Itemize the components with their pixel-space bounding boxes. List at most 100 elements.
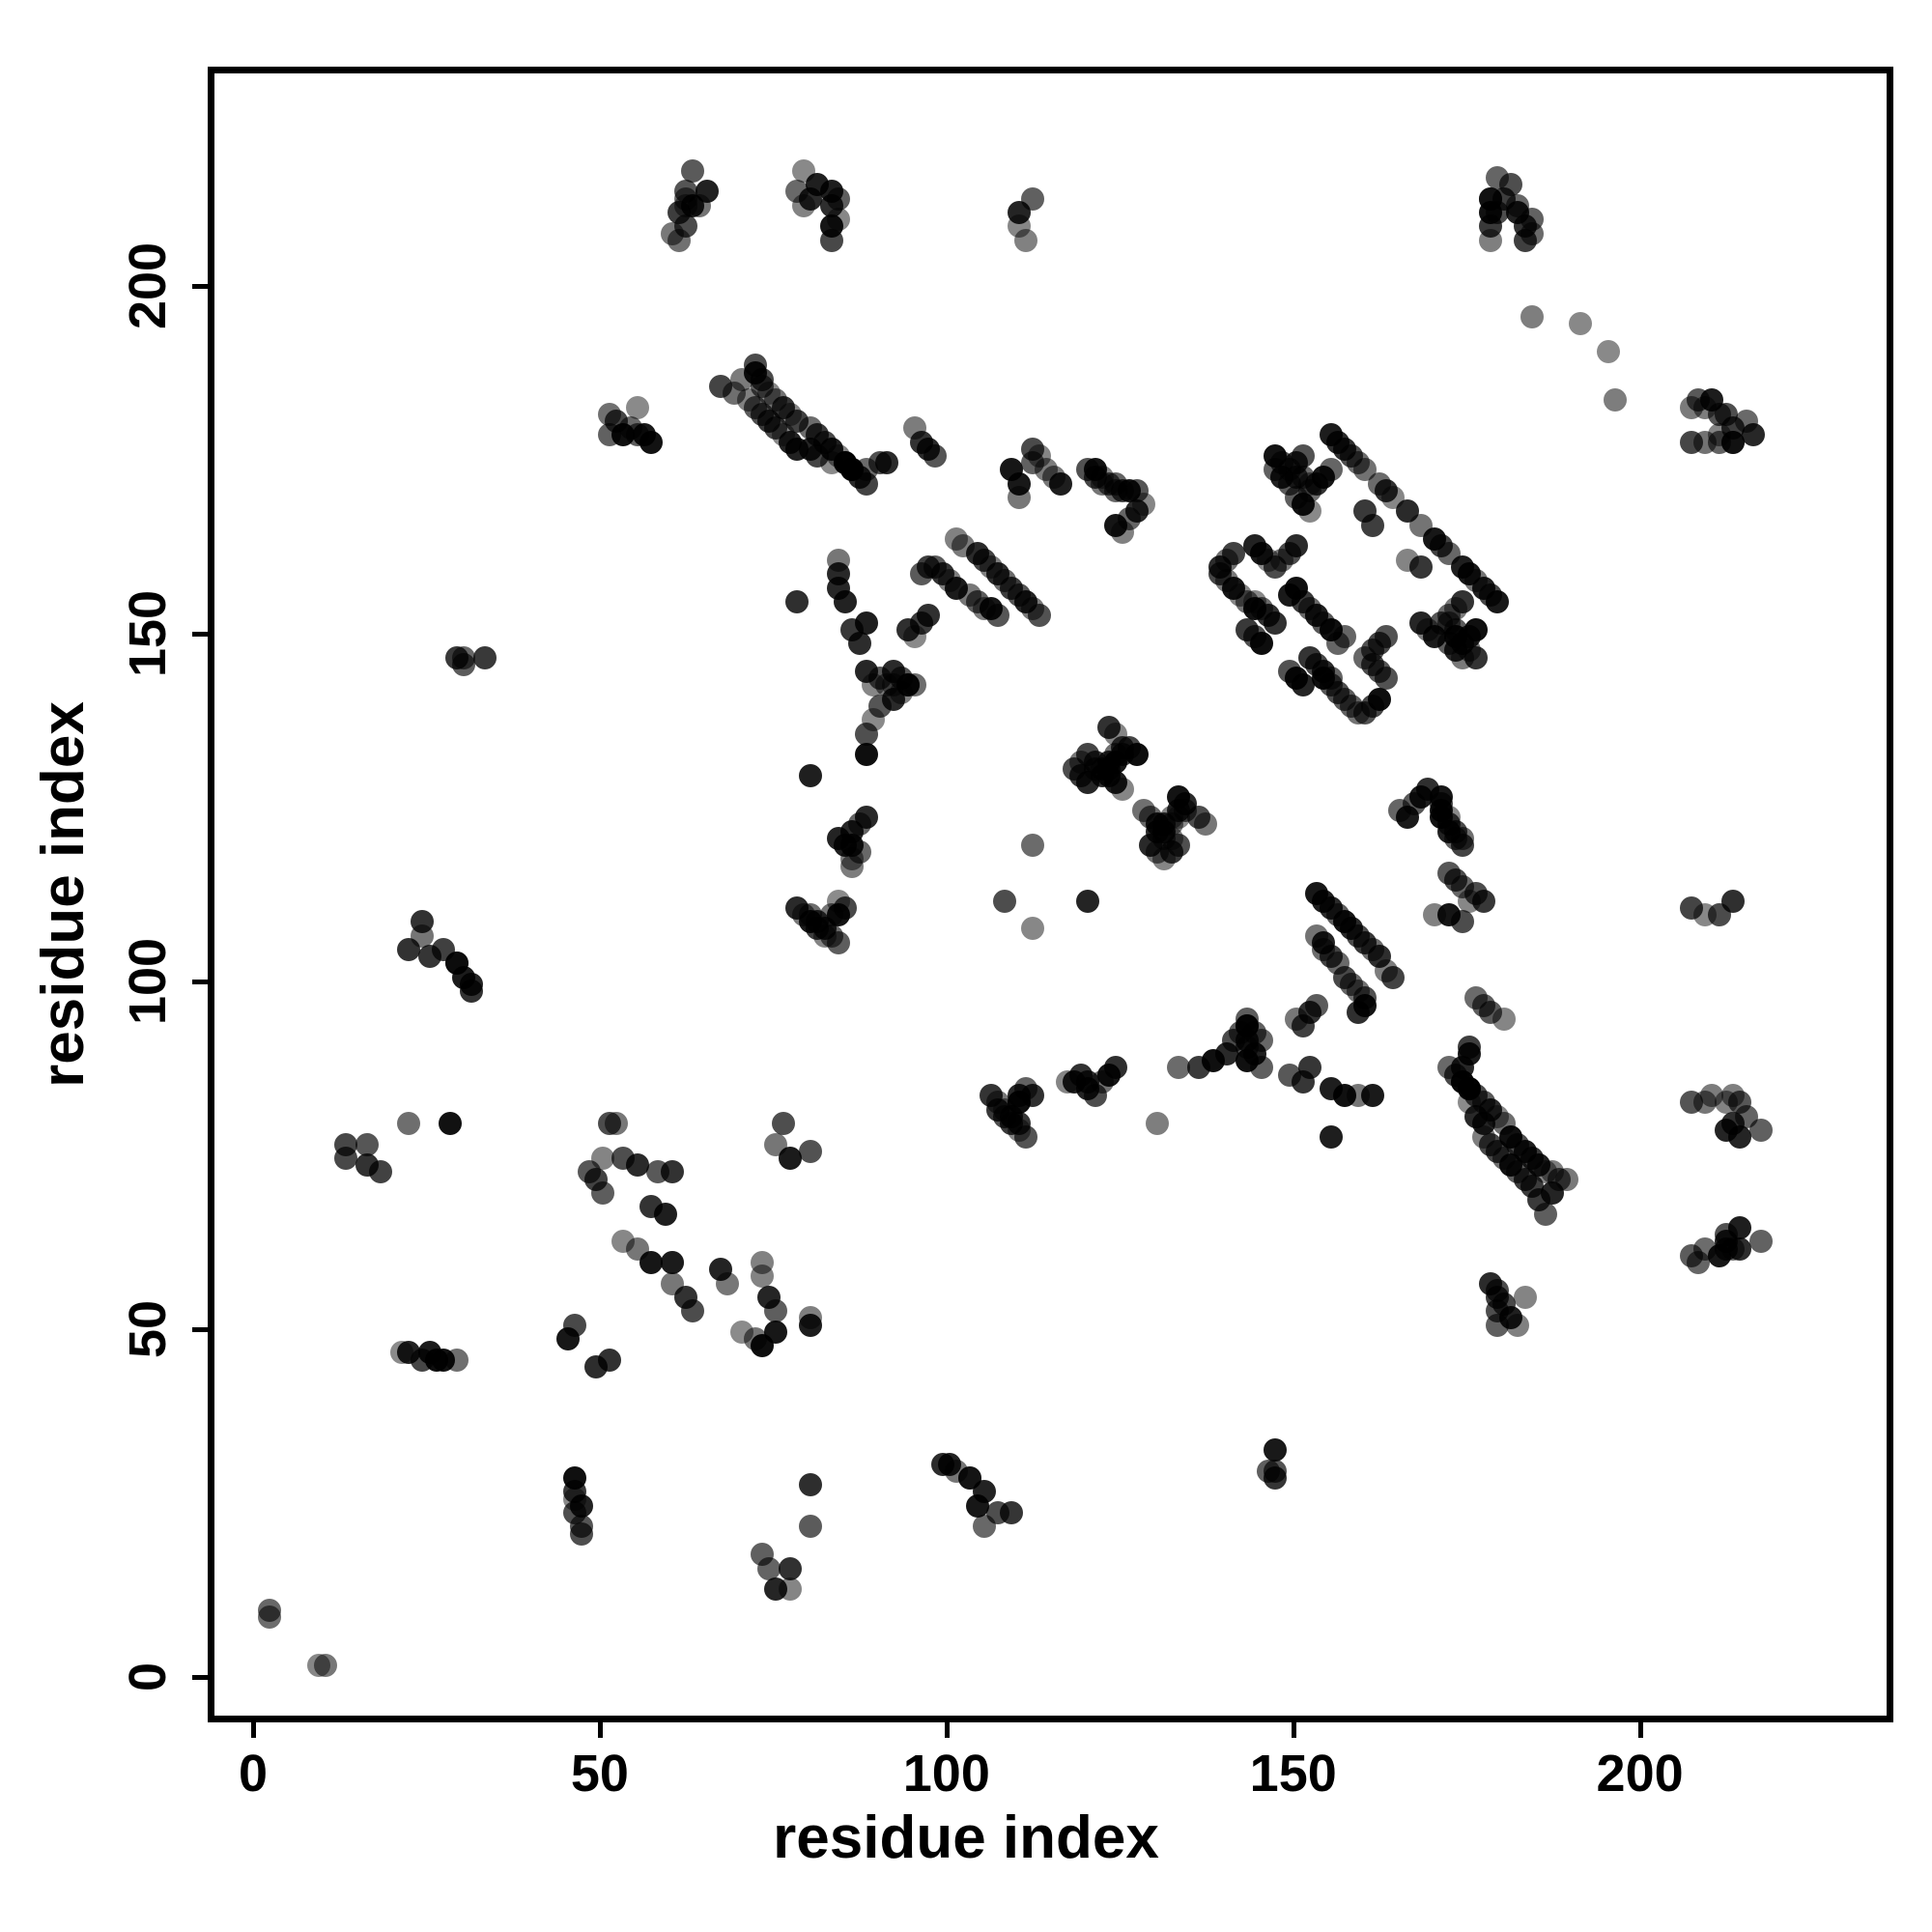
- scatter-point: [1305, 993, 1329, 1017]
- x-tick: [251, 1721, 257, 1738]
- scatter-point: [1111, 736, 1135, 760]
- scatter-point: [834, 895, 858, 920]
- scatter-point: [1173, 799, 1197, 823]
- scatter-point: [1124, 478, 1149, 502]
- scatter-point: [625, 395, 649, 419]
- scatter-point: [993, 889, 1017, 913]
- x-tick: [944, 1721, 950, 1738]
- scatter-point: [799, 764, 823, 788]
- scatter-point: [945, 527, 968, 552]
- y-tick-label: 0: [119, 1662, 177, 1691]
- scatter-point: [313, 1654, 337, 1678]
- scatter-point: [819, 180, 843, 204]
- scatter-point: [1291, 443, 1315, 468]
- scatter-point: [1083, 458, 1107, 482]
- scatter-point: [1013, 228, 1037, 252]
- scatter-point: [1700, 1084, 1724, 1108]
- scatter-point: [1748, 1230, 1773, 1254]
- scatter-point: [1506, 200, 1530, 224]
- scatter-point: [1264, 458, 1288, 482]
- scatter-point: [764, 1577, 788, 1602]
- scatter-point: [611, 1230, 636, 1254]
- scatter-point: [854, 806, 878, 830]
- y-tick-label: 150: [119, 590, 177, 678]
- scatter-point: [1720, 1236, 1745, 1261]
- scatter-point: [1720, 889, 1745, 913]
- scatter-point: [1478, 186, 1502, 211]
- scatter-point: [1284, 534, 1308, 558]
- scatter-point: [1000, 1501, 1024, 1525]
- scatter-point: [1013, 1076, 1037, 1100]
- scatter-point: [625, 1153, 649, 1178]
- x-tick: [1291, 1721, 1296, 1738]
- scatter-point: [583, 1354, 608, 1378]
- scatter-point: [799, 1515, 823, 1539]
- scatter-point: [1603, 388, 1627, 412]
- scatter-point: [1000, 458, 1024, 482]
- scatter-point: [681, 1299, 705, 1323]
- scatter-point: [577, 1160, 601, 1184]
- scatter-point: [695, 180, 719, 204]
- x-axis-title: residue index: [773, 1804, 1159, 1871]
- x-tick: [597, 1721, 603, 1738]
- scatter-point: [1124, 499, 1149, 524]
- scatter-point: [1735, 409, 1759, 433]
- scatter-point: [1146, 840, 1170, 865]
- scatter-point: [681, 158, 705, 183]
- scatter-point: [875, 451, 899, 475]
- scatter-point: [917, 604, 941, 628]
- scatter-point: [708, 1258, 732, 1282]
- scatter-point: [1367, 687, 1391, 711]
- scatter-point: [355, 1132, 379, 1156]
- scatter-point: [1063, 756, 1087, 781]
- scatter-point: [1249, 1028, 1273, 1052]
- scatter-point: [972, 1480, 996, 1504]
- y-tick: [192, 1326, 209, 1332]
- scatter-point: [411, 1348, 435, 1372]
- scatter-point: [840, 834, 865, 857]
- scatter-point: [751, 1250, 775, 1274]
- scatter-point: [625, 1236, 649, 1261]
- scatter-point: [1007, 1111, 1031, 1135]
- scatter-point: [1471, 889, 1495, 913]
- y-axis-title: residue index: [30, 701, 97, 1088]
- scatter-point: [556, 1327, 581, 1351]
- scatter-point: [1513, 1285, 1537, 1309]
- scatter-point: [743, 354, 767, 378]
- scatter-point: [445, 1348, 469, 1372]
- scatter-point: [784, 590, 809, 614]
- x-tick-label: 100: [902, 1745, 990, 1803]
- scatter-point: [1146, 1111, 1170, 1135]
- scatter-point: [1076, 889, 1100, 913]
- scatter-point: [563, 1501, 587, 1525]
- scatter-point: [1720, 430, 1745, 454]
- x-tick-label: 200: [1596, 1745, 1684, 1803]
- scatter-point: [1520, 304, 1544, 328]
- y-tick: [192, 979, 209, 984]
- scatter-point: [445, 645, 469, 669]
- scatter-point: [771, 1111, 795, 1135]
- scatter-point: [355, 1153, 379, 1178]
- scatter-point: [1020, 437, 1044, 461]
- x-tick: [1637, 1721, 1643, 1738]
- scatter-point: [1450, 910, 1474, 934]
- scatter-point: [411, 910, 435, 934]
- y-tick: [192, 1674, 209, 1680]
- scatter-point: [1416, 778, 1440, 802]
- scatter-point: [1464, 617, 1489, 641]
- y-tick-label: 50: [119, 1299, 177, 1358]
- scatter-point: [563, 1466, 587, 1491]
- scatter-point: [1305, 923, 1329, 948]
- scatter-point: [1728, 1091, 1752, 1115]
- scatter-point: [778, 1556, 802, 1580]
- scatter-point: [1450, 590, 1474, 614]
- scatter-point: [1728, 1215, 1752, 1239]
- scatter-point: [674, 186, 698, 211]
- scatter-point: [854, 722, 878, 746]
- scatter-point: [1166, 1056, 1190, 1080]
- scatter-point: [1319, 458, 1343, 482]
- scatter-point: [1499, 173, 1523, 197]
- scatter-point: [1596, 339, 1620, 363]
- scatter-point: [1458, 1035, 1482, 1059]
